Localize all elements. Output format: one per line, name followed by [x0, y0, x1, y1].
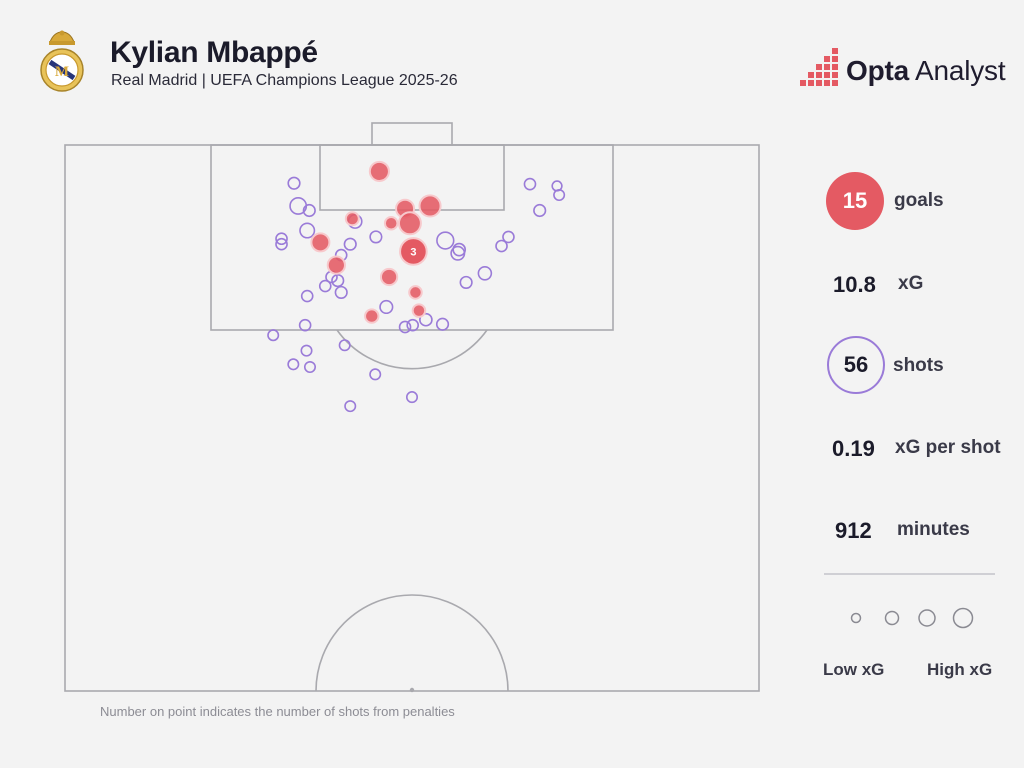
shot-point-33: [303, 361, 316, 374]
shot-point-29: [267, 329, 280, 342]
shot-point-8: [275, 237, 288, 251]
goal-point-6: [397, 211, 422, 236]
shot-point-20: [318, 279, 332, 293]
legend-low-label: Low xG: [823, 660, 885, 679]
centre-circle: [315, 594, 509, 692]
goal: [371, 122, 453, 146]
goals-label: goals: [894, 190, 944, 211]
xg-label: xG: [898, 273, 924, 294]
goal-point-13: [364, 308, 380, 324]
minutes-value: 912: [835, 518, 872, 543]
opta-logo-icon: [800, 48, 838, 86]
shot-point-37: [523, 177, 537, 191]
goal-point-4: [344, 211, 360, 227]
legend-circle-mid-high: [918, 609, 936, 627]
legend-high-label: High xG: [927, 660, 993, 679]
shots-badge: 56: [827, 336, 885, 394]
goal-point-5: [383, 215, 399, 231]
stats-divider: [824, 573, 995, 575]
shot-point-40: [533, 203, 547, 218]
shot-point-27: [398, 320, 412, 334]
shot-point-24: [419, 312, 433, 327]
shot-point-28: [435, 317, 450, 331]
shot-point-36: [344, 400, 357, 413]
shot-point-21: [334, 285, 348, 300]
goal-point-12: [411, 303, 427, 318]
shot-point-10: [436, 231, 455, 250]
shot-point-18: [477, 266, 493, 281]
shot-point-34: [369, 368, 382, 381]
shot-point-30: [338, 339, 351, 352]
legend-circle-low: [850, 612, 862, 624]
svg-text:M: M: [55, 64, 69, 80]
shot-point-19: [459, 275, 473, 290]
shot-point-31: [300, 344, 313, 357]
goal-point-9: [326, 255, 346, 275]
goals-badge: 15: [826, 172, 884, 230]
shot-point-17: [331, 273, 345, 288]
shot-point-26: [406, 318, 420, 332]
minutes-label: minutes: [897, 519, 970, 540]
shots-label: shots: [893, 355, 944, 376]
penalty-arc: [336, 329, 488, 370]
shot-point-5: [299, 222, 316, 239]
shot-point-32: [287, 358, 300, 371]
centre-spot: [409, 687, 415, 693]
shot-point-13: [502, 230, 515, 244]
page-title: Kylian Mbappé: [110, 36, 318, 69]
shot-point-25: [298, 318, 312, 332]
xg-per-shot-value: 0.19: [832, 436, 875, 461]
shots-layer: [267, 176, 566, 413]
goal-point-10: [379, 267, 399, 287]
six-yard-box: [319, 144, 505, 211]
shot-point-14: [495, 239, 508, 253]
goals-layer: 3: [310, 160, 442, 324]
real-madrid-crest-icon: M: [40, 30, 84, 92]
brand-name: Opta Analyst: [846, 55, 1006, 86]
goal-point-7: [310, 232, 331, 253]
shot-point-35: [405, 391, 419, 404]
goal-point-8: [399, 237, 428, 266]
xg-size-legend: [850, 607, 974, 629]
legend-circle-mid-low: [884, 610, 900, 626]
shot-point-12: [450, 245, 466, 261]
shot-point-22: [300, 289, 314, 303]
shot-point-1: [287, 176, 301, 190]
shot-point-6: [369, 230, 383, 244]
shot-point-9: [343, 237, 357, 251]
goal-point-11: [408, 285, 423, 300]
shot-point-3: [302, 203, 316, 218]
shot-point-7: [275, 232, 288, 246]
page-subtitle: Real Madrid | UEFA Champions League 2025…: [111, 72, 458, 89]
goal-point-1: [368, 160, 390, 182]
xg-value: 10.8: [833, 272, 876, 297]
shot-point-39: [553, 189, 566, 202]
footnote: Number on point indicates the number of …: [100, 704, 455, 719]
legend-circle-high: [952, 607, 974, 629]
xg-per-shot-label: xG per shot: [895, 437, 1001, 458]
goal-point-3: [418, 194, 442, 218]
shot-point-23: [379, 299, 394, 315]
penalty-count-label: 3: [410, 246, 416, 258]
